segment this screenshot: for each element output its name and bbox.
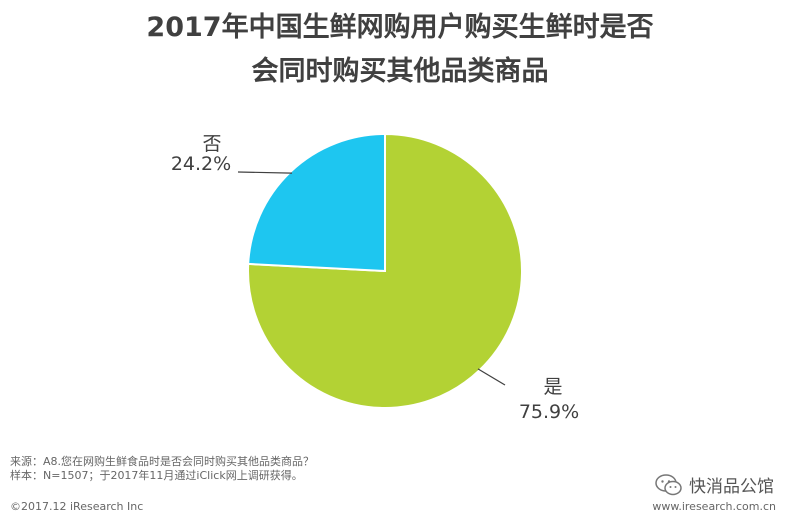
copyright-text: ©2017.12 iResearch Inc bbox=[10, 500, 144, 513]
pie-slices bbox=[247, 132, 523, 409]
footnote-source: 来源：A8.您在网购生鲜食品时是否会同时购买其他品类商品？ bbox=[10, 455, 315, 468]
leader-line-yes bbox=[477, 368, 506, 386]
slice-value-no: 24.2% bbox=[171, 153, 231, 175]
footnote-sample: 样本：N=1507；于2017年11月通过iClick网上调研获得。 bbox=[10, 469, 303, 482]
chart-title-line1: 2017年中国生鲜网购用户购买生鲜时是否 bbox=[146, 12, 654, 43]
slice-name-yes: 是 bbox=[543, 376, 562, 398]
leader-lines bbox=[237, 171, 506, 386]
watermark-text: 快消品公馆 bbox=[689, 477, 774, 497]
footnote: 来源：A8.您在网购生鲜食品时是否会同时购买其他品类商品？ 样本：N=1507；… bbox=[10, 455, 314, 483]
wechat-icon bbox=[655, 473, 682, 495]
chart-title: 2017年中国生鲜网购用户购买生鲜时是否 会同时购买其他品类商品 bbox=[0, 6, 800, 94]
slice-value-yes: 75.9% bbox=[519, 401, 579, 423]
chart-title-line2: 会同时购买其他品类商品 bbox=[251, 56, 549, 87]
watermark: 快消品公馆 bbox=[655, 472, 774, 497]
pie-slice-no bbox=[247, 132, 386, 273]
leader-line-no bbox=[237, 171, 293, 174]
slice-name-no: 否 bbox=[202, 133, 221, 155]
website-text: www.iresearch.com.cn bbox=[652, 500, 776, 513]
